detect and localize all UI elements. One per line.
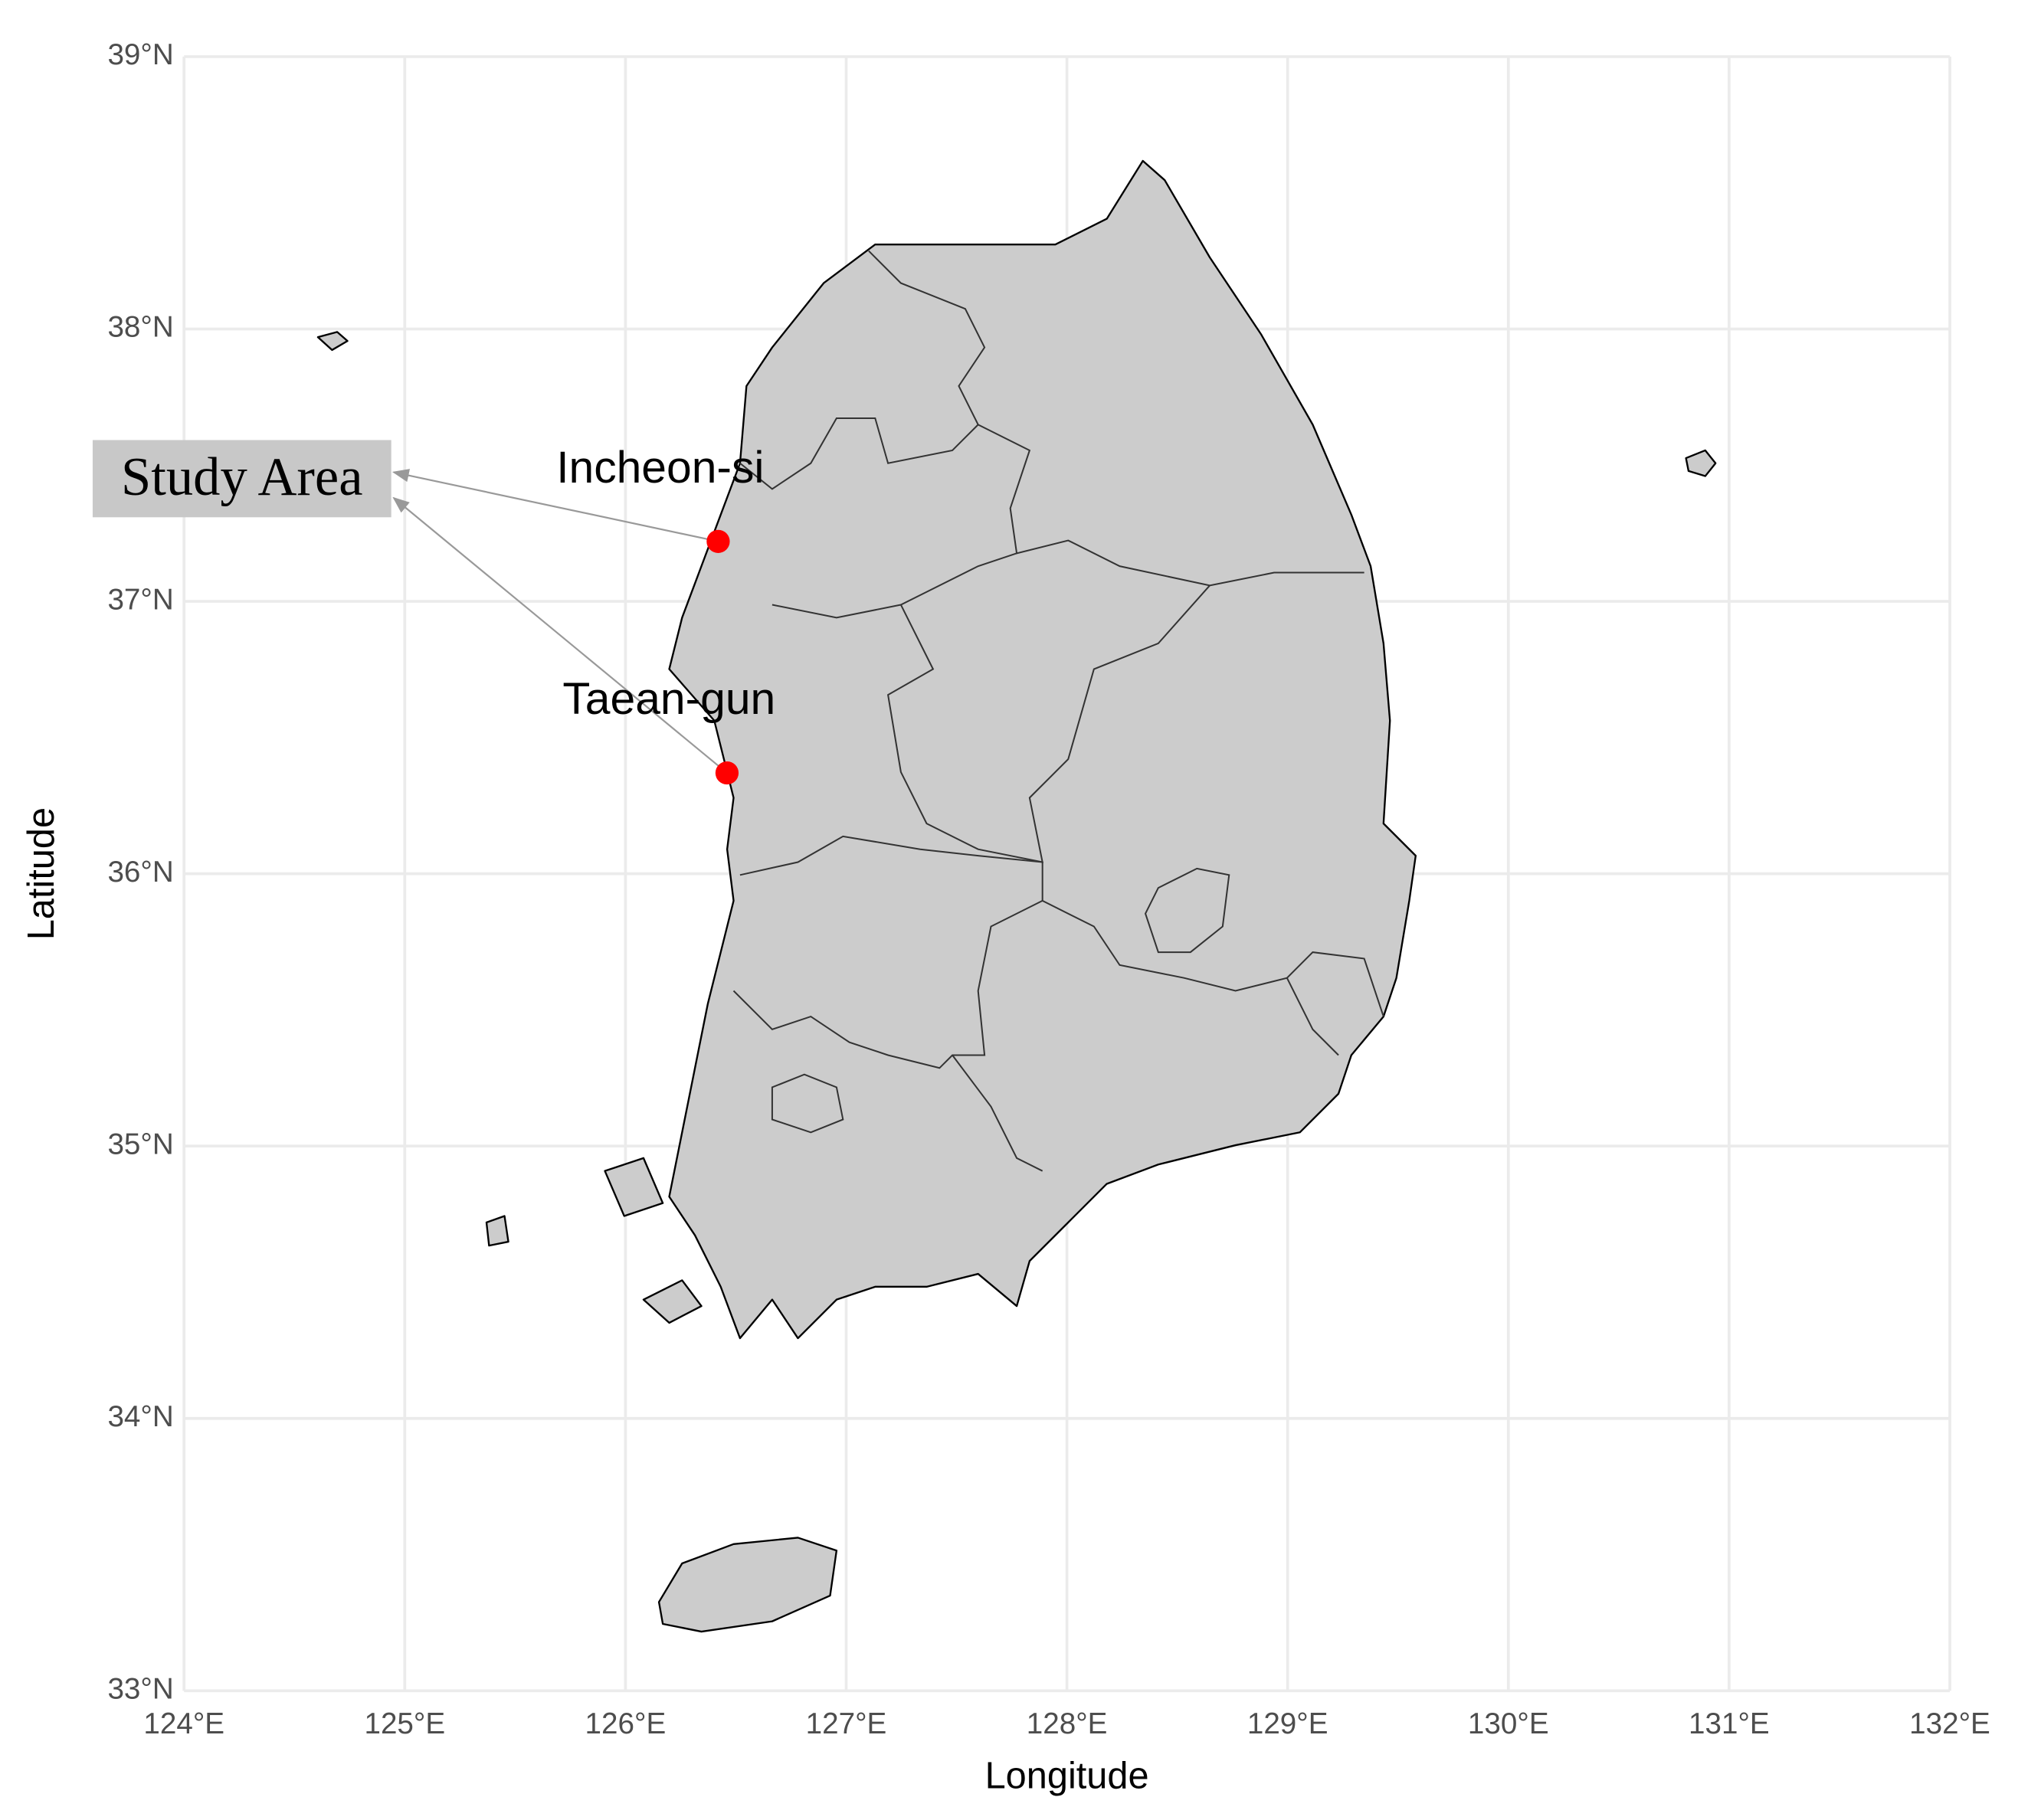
jeju-island — [657, 1537, 838, 1633]
province-border — [739, 835, 1384, 1017]
pointer-arrow — [391, 469, 719, 542]
island — [642, 1279, 703, 1324]
site-label: Taean-gun — [562, 674, 775, 724]
province-border — [952, 1054, 1043, 1172]
site-point — [715, 761, 739, 785]
y-tick-label: 38°N — [107, 311, 173, 344]
ulleungdo — [1685, 449, 1717, 477]
island — [604, 1157, 664, 1217]
y-tick-label: 33°N — [107, 1673, 173, 1706]
x-tick-label: 128°E — [1027, 1707, 1108, 1740]
x-tick-label: 127°E — [806, 1707, 887, 1740]
city-border — [1144, 867, 1230, 954]
province-border — [1286, 977, 1339, 1056]
province-border — [868, 250, 1364, 587]
island — [485, 1215, 509, 1247]
annotation: Study Area — [121, 447, 362, 507]
x-tick-label: 132°E — [1909, 1707, 1990, 1740]
korea-mainland — [668, 159, 1417, 1340]
site-label: Incheon-si — [556, 443, 764, 493]
island — [316, 331, 349, 352]
x-tick-label: 126°E — [585, 1707, 667, 1740]
y-tick-label: 34°N — [107, 1400, 173, 1433]
city-border — [771, 1073, 844, 1134]
annotation-box — [92, 440, 391, 518]
province-border — [732, 900, 1043, 1069]
province-border — [739, 417, 979, 490]
land — [316, 159, 1717, 1633]
x-tick-label: 129°E — [1247, 1707, 1328, 1740]
y-axis-title: Latitude — [21, 807, 62, 940]
y-tick-label: 36°N — [107, 856, 173, 889]
province-border — [771, 552, 1017, 619]
pointer-arrow — [392, 496, 728, 774]
x-tick-label: 125°E — [364, 1707, 445, 1740]
y-tick-label: 39°N — [107, 38, 173, 71]
x-tick-label: 130°E — [1468, 1707, 1549, 1740]
x-tick-label: 124°E — [143, 1707, 224, 1740]
y-tick-label: 37°N — [107, 583, 173, 616]
site-point — [706, 529, 730, 553]
y-tick-label: 35°N — [107, 1128, 173, 1160]
x-axis-title: Longitude — [985, 1755, 1149, 1796]
x-tick-label: 131°E — [1689, 1707, 1770, 1740]
marks: Incheon-si Taean-gun — [391, 443, 775, 785]
province-border — [886, 584, 1210, 863]
